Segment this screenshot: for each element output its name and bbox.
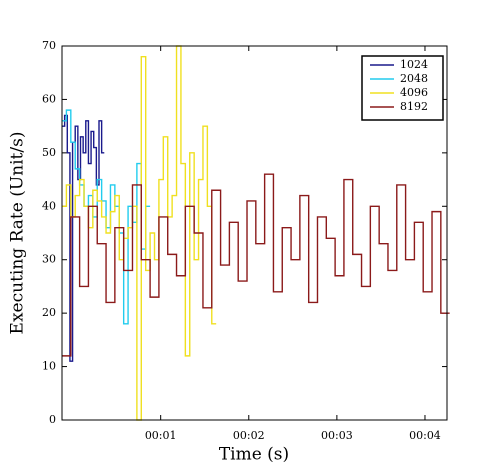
y-tick-label: 50	[42, 146, 56, 159]
series-line	[62, 114, 105, 362]
legend-box	[361, 55, 444, 121]
x-tick-label: 00:01	[145, 429, 177, 442]
x-axis-label: Time (s)	[219, 445, 289, 465]
plot-frame	[61, 45, 448, 421]
series-line	[62, 109, 151, 325]
y-tick-label: 20	[42, 306, 56, 319]
y-axis-label: Executing Rate (Unit/s)	[8, 132, 28, 335]
legend-label: 8192	[400, 100, 428, 113]
x-tick-label: 00:04	[409, 429, 441, 442]
series-line	[62, 173, 450, 357]
y-tick-label: 60	[42, 92, 56, 105]
series-line	[62, 45, 217, 421]
y-tick-label: 0	[49, 413, 56, 426]
y-tick-label: 40	[42, 199, 56, 212]
y-tick-label: 10	[42, 360, 56, 373]
legend-label: 2048	[400, 72, 428, 85]
x-tick-label: 00:02	[233, 429, 265, 442]
y-tick-label: 70	[42, 39, 56, 52]
x-tick-label: 00:03	[321, 429, 353, 442]
y-tick-label: 30	[42, 253, 56, 266]
legend-label: 1024	[400, 58, 428, 71]
legend-label: 4096	[400, 86, 428, 99]
